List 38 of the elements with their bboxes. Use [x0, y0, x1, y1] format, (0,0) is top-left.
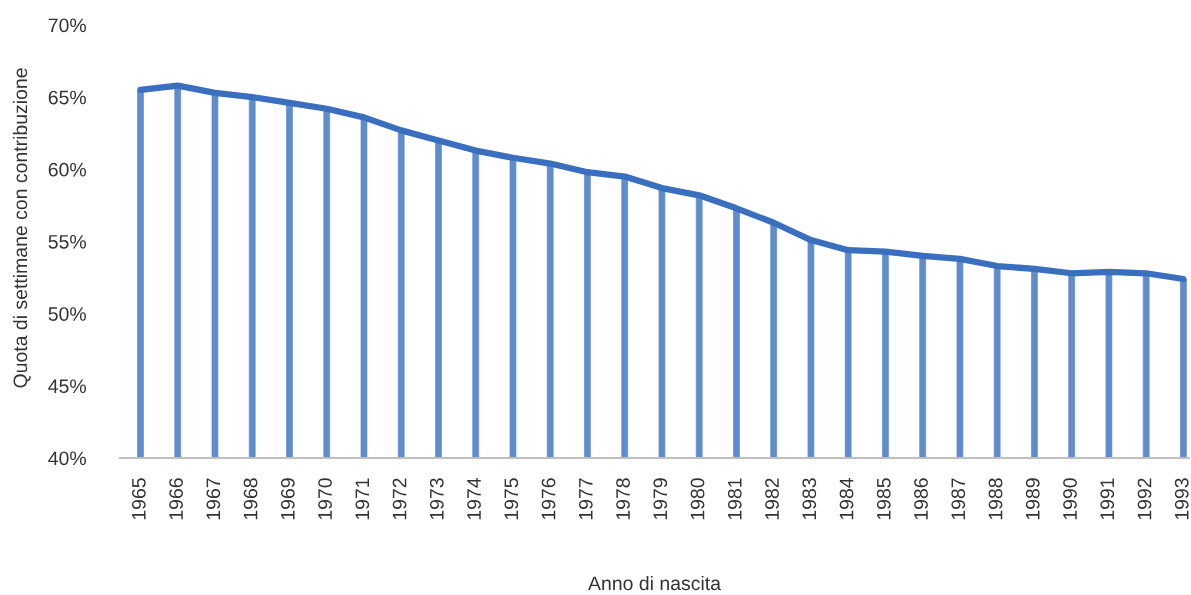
x-tick-label: 1969	[280, 478, 295, 520]
y-tick-label: 45%	[48, 379, 86, 394]
y-tick-label: 50%	[48, 307, 86, 321]
x-tick-label: 1986	[914, 478, 928, 520]
x-tick-label: 1976	[541, 478, 556, 520]
x-tick-label: 1988	[988, 478, 1003, 520]
x-tick-label: 1973	[429, 478, 444, 520]
x-tick-label: 1972	[392, 478, 407, 520]
x-tick-label: 1979	[653, 478, 668, 520]
x-tick-label: 1967	[206, 478, 221, 520]
y-tick-label: 70%	[48, 18, 86, 33]
x-tick-label: 1970	[318, 478, 332, 520]
x-tick-label: 1991	[1100, 478, 1115, 520]
x-axis-title: Anno di nascita	[588, 575, 721, 591]
y-tick-label: 40%	[48, 451, 86, 466]
x-tick-label: 1993	[1174, 478, 1189, 520]
x-tick-label: 1965	[131, 478, 146, 520]
x-tick-label: 1966	[169, 478, 183, 520]
x-tick-label: 1990	[1063, 478, 1077, 520]
x-tick-label: 1968	[243, 478, 258, 520]
x-tick-label: 1980	[690, 478, 705, 520]
x-tick-label: 1974	[467, 478, 481, 520]
y-tick-label: 60%	[48, 162, 86, 177]
x-tick-label: 1977	[578, 478, 593, 520]
y-tick-label: 65%	[48, 90, 86, 105]
y-tick-label: 55%	[48, 235, 86, 249]
x-tick-label: 1978	[616, 478, 630, 520]
x-tick-label: 1985	[876, 478, 891, 520]
x-tick-label: 1989	[1025, 478, 1040, 520]
x-tick-label: 1981	[727, 478, 742, 520]
x-tick-label: 1982	[765, 478, 779, 520]
x-tick-label: 1975	[504, 478, 519, 520]
x-tick-label: 1984	[839, 478, 854, 520]
x-tick-label: 1983	[802, 478, 817, 520]
x-tick-label: 1971	[355, 478, 370, 520]
x-tick-label: 1987	[951, 478, 966, 520]
y-axis-title: Quota di settimane con contribuzione	[12, 68, 31, 388]
x-tick-label: 1992	[1137, 478, 1152, 520]
